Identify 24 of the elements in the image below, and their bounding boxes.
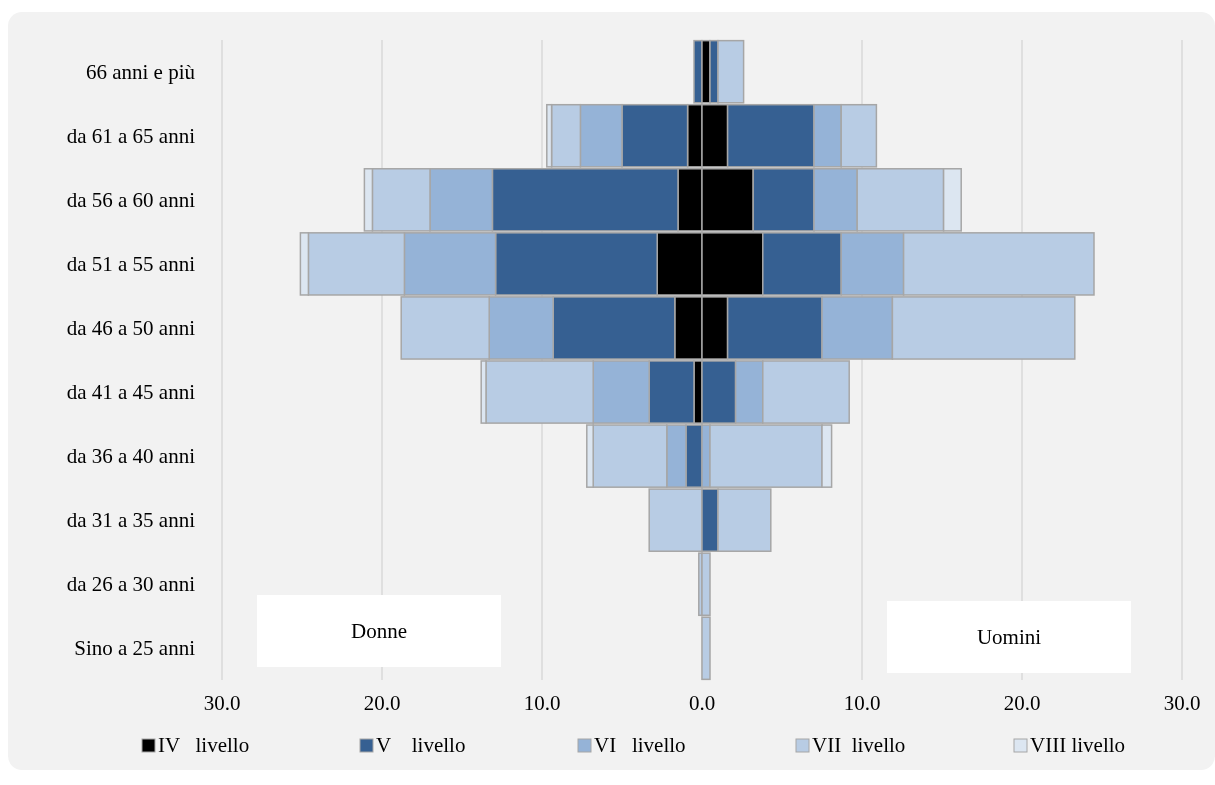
y-tick-label: da 31 a 35 anni [66, 508, 196, 533]
y-tick-label: da 56 a 60 anni [66, 187, 196, 212]
legend-label: IV livello [158, 733, 250, 757]
legend-label: VIII livello [1030, 733, 1126, 757]
y-tick-label: da 51 a 55 anni [66, 251, 196, 276]
y-tick-label: da 26 a 30 anni [66, 572, 196, 597]
y-tick-label: da 36 a 40 anni [66, 444, 196, 469]
x-tick-label: 10.0 [523, 691, 561, 715]
x-tick-label: 30.0 [1163, 691, 1201, 715]
legend-label: VI livello [594, 733, 686, 757]
y-tick-label: 66 anni e più [85, 59, 196, 84]
x-tick-label: 20.0 [363, 691, 401, 715]
annotation: Donne [351, 619, 407, 643]
x-tick-label: 10.0 [843, 691, 881, 715]
legend-label: V livello [376, 733, 466, 757]
annotation: Uomini [976, 625, 1042, 649]
x-tick-label: 30.0 [203, 691, 241, 715]
y-tick-label: da 61 a 65 anni [66, 123, 196, 148]
x-tick-label: 20.0 [1003, 691, 1041, 715]
y-tick-label: da 46 a 50 anni [66, 315, 196, 340]
x-tick-label: 0.0 [688, 691, 716, 715]
y-tick-label: da 41 a 45 anni [66, 380, 196, 405]
legend-label: VII livello [812, 733, 906, 757]
y-tick-label: Sino a 25 anni [74, 636, 196, 661]
